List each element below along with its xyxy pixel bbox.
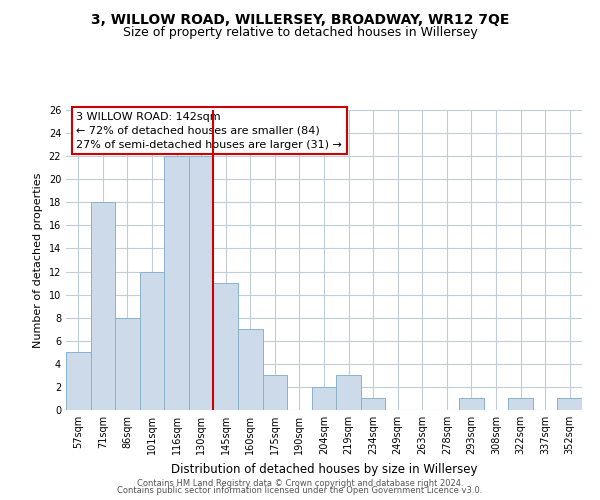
Bar — [336, 376, 361, 410]
Bar — [91, 202, 115, 410]
Bar — [66, 352, 91, 410]
Text: 3 WILLOW ROAD: 142sqm
← 72% of detached houses are smaller (84)
27% of semi-deta: 3 WILLOW ROAD: 142sqm ← 72% of detached … — [76, 112, 342, 150]
Bar — [459, 398, 484, 410]
X-axis label: Distribution of detached houses by size in Willersey: Distribution of detached houses by size … — [171, 462, 477, 475]
Bar — [508, 398, 533, 410]
Bar — [263, 376, 287, 410]
Bar — [164, 156, 189, 410]
Bar — [312, 387, 336, 410]
Text: Contains public sector information licensed under the Open Government Licence v3: Contains public sector information licen… — [118, 486, 482, 495]
Text: 3, WILLOW ROAD, WILLERSEY, BROADWAY, WR12 7QE: 3, WILLOW ROAD, WILLERSEY, BROADWAY, WR1… — [91, 12, 509, 26]
Y-axis label: Number of detached properties: Number of detached properties — [33, 172, 43, 348]
Bar — [189, 156, 214, 410]
Bar — [115, 318, 140, 410]
Bar — [361, 398, 385, 410]
Text: Size of property relative to detached houses in Willersey: Size of property relative to detached ho… — [122, 26, 478, 39]
Text: Contains HM Land Registry data © Crown copyright and database right 2024.: Contains HM Land Registry data © Crown c… — [137, 478, 463, 488]
Bar — [557, 398, 582, 410]
Bar — [238, 329, 263, 410]
Bar — [140, 272, 164, 410]
Bar — [214, 283, 238, 410]
